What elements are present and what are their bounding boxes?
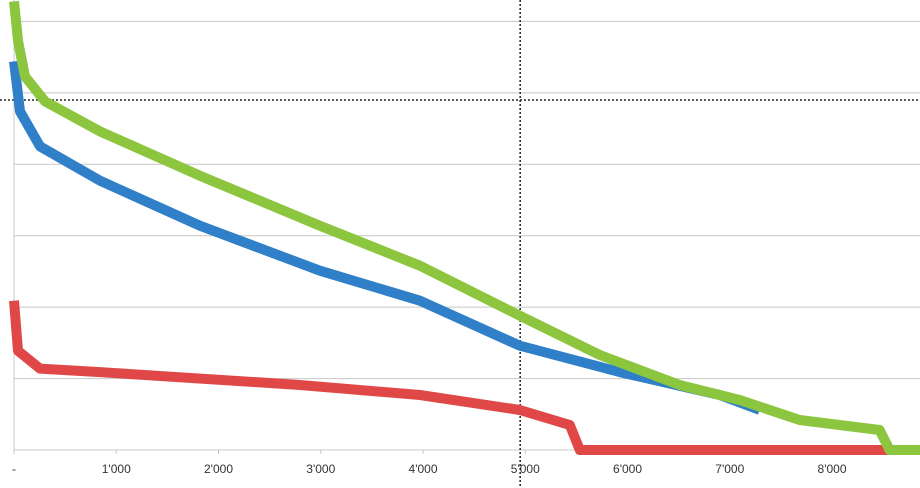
x-tick-label: 6'000 bbox=[613, 462, 642, 476]
x-tick-label: 3'000 bbox=[306, 462, 335, 476]
series-line bbox=[9, 300, 920, 455]
x-tick-label: 7'000 bbox=[715, 462, 744, 476]
x-tick-label: 5'000 bbox=[511, 462, 540, 476]
x-tick-label: 8'000 bbox=[818, 462, 847, 476]
x-tick-label: 2'000 bbox=[204, 462, 233, 476]
x-tick-label: 1'000 bbox=[102, 462, 131, 476]
series-line bbox=[9, 0, 920, 455]
x-tick-label: 4'000 bbox=[409, 462, 438, 476]
x-tick-label: - bbox=[12, 462, 16, 476]
